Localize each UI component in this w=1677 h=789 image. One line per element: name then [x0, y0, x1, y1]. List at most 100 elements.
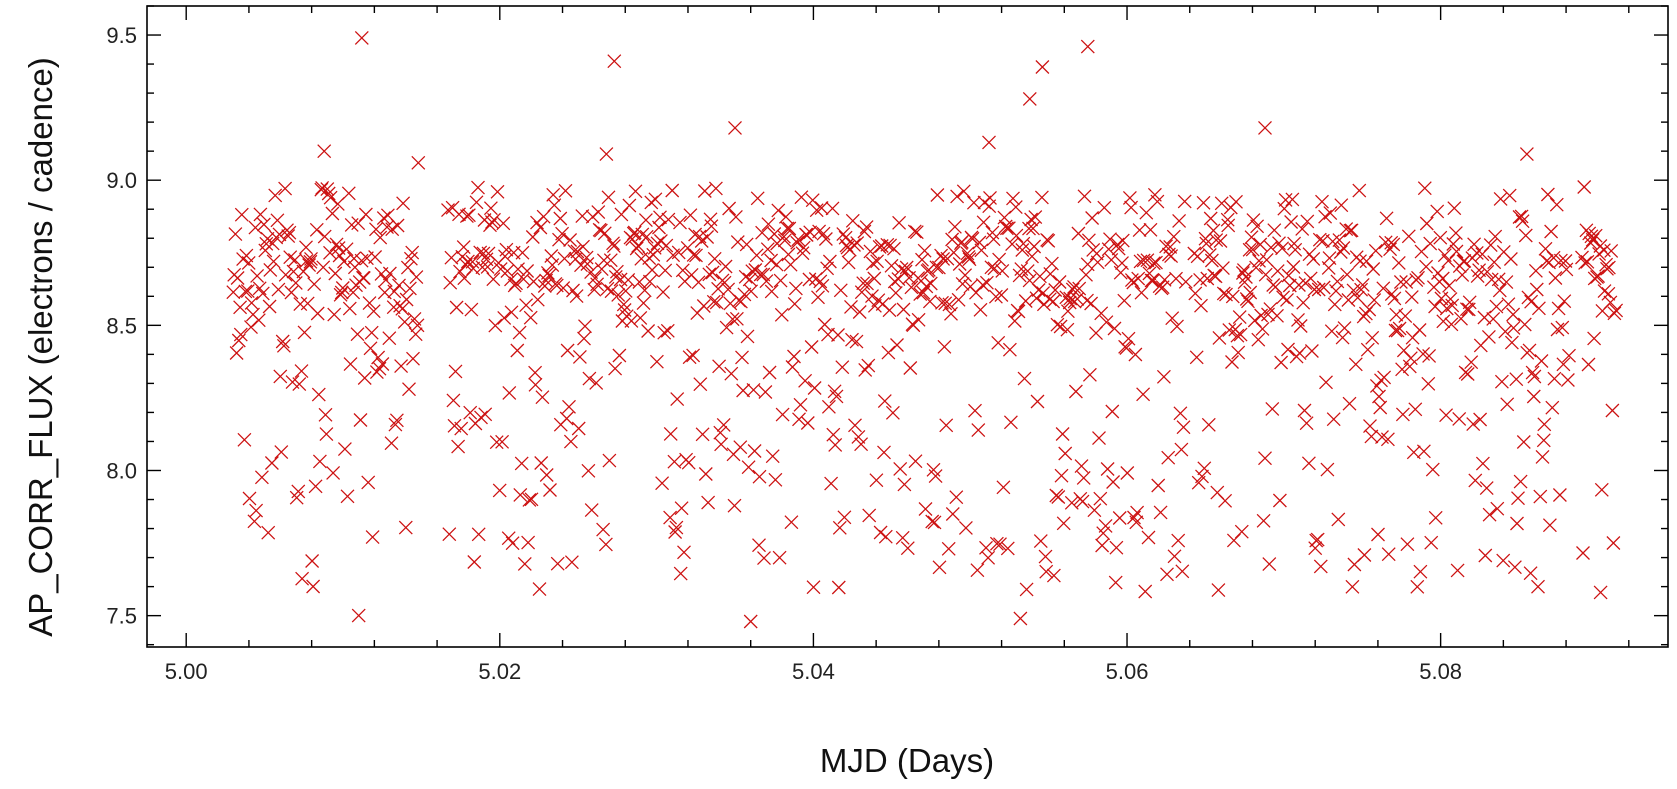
- data-point: [1258, 451, 1272, 466]
- data-point: [1528, 263, 1543, 278]
- data-point: [1470, 269, 1485, 284]
- data-point: [1026, 221, 1040, 236]
- data-point: [443, 275, 458, 290]
- data-point: [1194, 298, 1208, 313]
- data-point: [827, 384, 842, 399]
- data-point: [356, 271, 371, 285]
- data-point: [1336, 241, 1351, 255]
- data-point: [1379, 211, 1394, 226]
- data-point: [1395, 407, 1410, 422]
- data-point: [753, 267, 768, 282]
- data-point: [975, 278, 990, 292]
- data-point: [1473, 412, 1488, 427]
- data-point: [991, 335, 1006, 350]
- data-point: [1241, 294, 1255, 309]
- data-point: [1029, 291, 1044, 306]
- plot-frame: [146, 5, 1669, 648]
- data-point: [1455, 267, 1470, 282]
- data-point: [1539, 254, 1554, 268]
- data-point: [514, 456, 529, 471]
- data-point: [1136, 387, 1151, 402]
- data-point: [1510, 516, 1524, 531]
- data-point: [655, 476, 670, 491]
- data-point: [949, 490, 964, 505]
- data-point: [456, 240, 471, 255]
- data-point: [1490, 501, 1505, 516]
- data-point: [337, 254, 351, 269]
- data-point: [307, 277, 322, 292]
- data-point: [821, 327, 835, 342]
- data-point: [1384, 287, 1399, 302]
- data-point: [317, 229, 332, 244]
- data-point: [1105, 404, 1120, 419]
- data-point: [1603, 295, 1618, 310]
- data-point: [1204, 253, 1219, 268]
- data-point: [1255, 321, 1270, 336]
- data-point: [976, 215, 991, 230]
- data-point: [319, 427, 334, 442]
- data-point: [1460, 367, 1475, 381]
- data-point: [1225, 355, 1239, 369]
- data-point: [1400, 537, 1415, 552]
- data-point: [536, 209, 551, 224]
- data-point: [1340, 267, 1355, 282]
- data-point: [1285, 192, 1300, 207]
- data-point: [558, 183, 573, 198]
- data-point: [1396, 343, 1411, 358]
- data-point: [1046, 568, 1061, 583]
- data-point: [1408, 402, 1423, 417]
- x-tick-label: 5.08: [1419, 659, 1462, 684]
- data-point: [1423, 236, 1438, 251]
- data-point: [947, 219, 962, 234]
- data-point: [738, 269, 753, 284]
- data-point: [1605, 403, 1620, 418]
- data-point: [813, 274, 828, 289]
- data-point: [521, 535, 536, 550]
- data-point: [353, 413, 368, 427]
- data-point: [641, 324, 656, 338]
- data-point: [526, 274, 541, 289]
- data-point: [1342, 396, 1357, 411]
- data-point: [974, 243, 989, 258]
- data-point: [995, 263, 1010, 278]
- data-point: [1419, 259, 1434, 274]
- data-point: [1450, 563, 1465, 578]
- data-point: [1229, 194, 1243, 209]
- data-point: [343, 357, 358, 372]
- data-point: [1150, 194, 1165, 209]
- data-point: [384, 436, 399, 451]
- data-point: [399, 292, 414, 307]
- data-point: [767, 227, 782, 241]
- data-point: [1300, 214, 1315, 229]
- data-point: [1222, 323, 1237, 338]
- data-point: [597, 226, 612, 241]
- data-point: [502, 385, 517, 400]
- data-point: [945, 507, 960, 521]
- y-tick-label: 7.5: [106, 604, 137, 629]
- data-point: [532, 582, 547, 597]
- data-point: [854, 285, 869, 300]
- data-point: [1201, 417, 1216, 432]
- data-point: [392, 278, 406, 293]
- data-point: [774, 307, 789, 322]
- data-point: [832, 520, 847, 535]
- data-point: [1594, 482, 1609, 497]
- data-point: [1013, 611, 1028, 626]
- data-point: [1146, 256, 1161, 271]
- data-point: [516, 272, 531, 287]
- data-points: [226, 30, 1624, 629]
- data-point: [1053, 319, 1068, 334]
- data-point: [1310, 532, 1325, 547]
- data-point: [372, 361, 387, 376]
- data-point: [1312, 232, 1327, 247]
- data-point: [483, 201, 498, 216]
- data-point: [1466, 417, 1481, 432]
- data-point: [1428, 510, 1443, 525]
- data-point: [1115, 256, 1129, 271]
- data-point: [1311, 282, 1326, 297]
- data-point: [318, 407, 333, 422]
- data-point: [1173, 406, 1188, 421]
- data-point: [805, 193, 820, 208]
- data-point: [523, 310, 538, 325]
- data-point: [535, 390, 550, 405]
